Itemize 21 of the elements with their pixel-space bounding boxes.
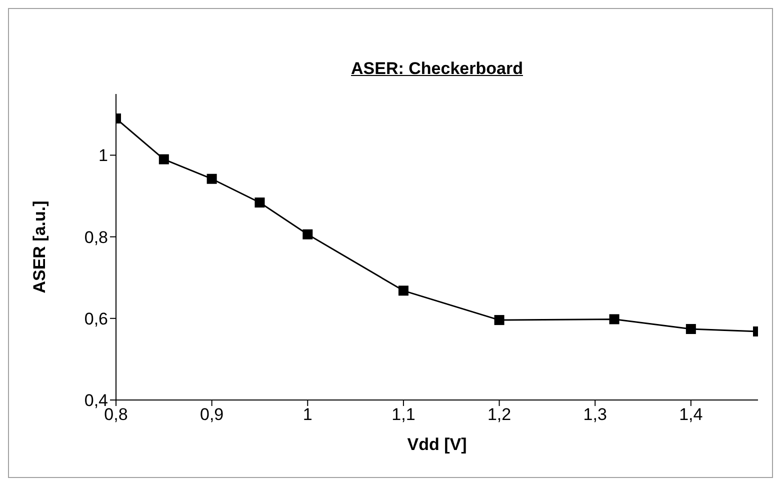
x-tick-label: 1,3	[583, 405, 607, 424]
x-axis-title: Vdd [V]	[407, 435, 467, 454]
y-tick-label: 0,6	[84, 309, 108, 328]
point	[158, 154, 169, 164]
point	[686, 324, 696, 334]
point	[398, 286, 408, 296]
point	[254, 198, 265, 208]
point	[494, 315, 504, 326]
x-tick-label: 0,8	[104, 405, 128, 424]
point	[206, 174, 217, 184]
y-tick-label: 1	[98, 146, 108, 166]
point	[609, 314, 620, 324]
x-tick-label: 1,1	[392, 405, 416, 424]
x-tick-label: 0,9	[200, 405, 224, 424]
y-axis-title: ASER [a.u.]	[30, 200, 50, 294]
chart-title: ASER: Checkerboard	[350, 59, 524, 79]
x-tick-label: 1,4	[679, 405, 703, 424]
x-tick-label: 1,2	[487, 405, 512, 424]
x-tick-label: 1	[302, 405, 312, 424]
point	[302, 229, 313, 240]
y-tick-label: 0,8	[84, 228, 108, 247]
